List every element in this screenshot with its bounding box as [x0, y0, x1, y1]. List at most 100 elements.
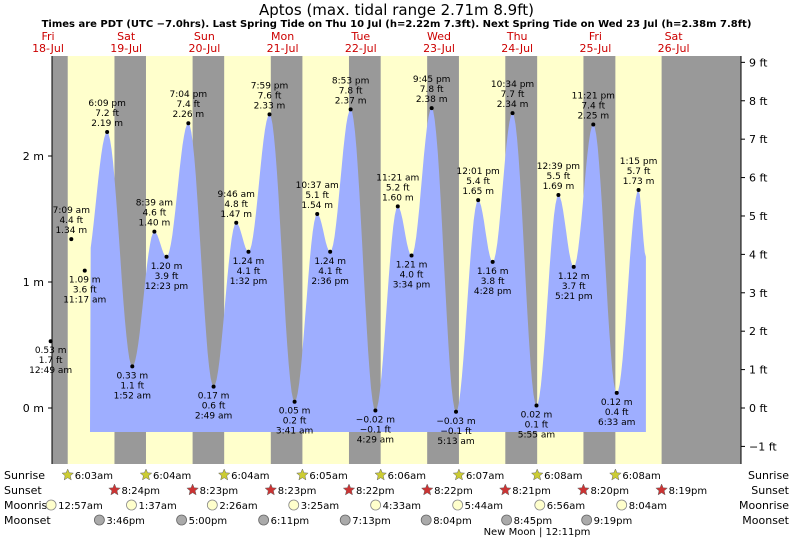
sunset-time: 8:22pm [434, 486, 473, 497]
sunrise-time: 6:04am [153, 471, 191, 482]
moonset-time: 5:00pm [189, 516, 228, 527]
sunrise-time: 6:03am [75, 471, 113, 482]
moonrise-icon [370, 499, 382, 511]
moonset-icon [176, 514, 187, 526]
tide-point [429, 106, 434, 111]
sunrise-star-icon [530, 468, 544, 481]
tide-label: 5.4 ft [466, 177, 490, 187]
tide-label: 1.1 ft [120, 381, 144, 391]
tide-label: 3:34 pm [393, 281, 431, 291]
tide-label: 0.02 m [521, 410, 553, 420]
row-label-left: Moonrise [4, 499, 54, 512]
y-right-tick-label: 9 ft [749, 56, 768, 69]
moonrise-icon [126, 499, 137, 511]
y-left-tick-label: 0 m [23, 402, 44, 415]
y-right-tick-label: 4 ft [749, 248, 768, 261]
tide-label: 1.09 m [69, 276, 101, 286]
y-right-tick-label: 0 ft [749, 402, 768, 415]
day-header-dow: Sat [665, 30, 684, 43]
tide-label: 12:01 pm [457, 167, 500, 177]
tide-label: 7.8 ft [339, 86, 363, 96]
moonrise-time: 6:56am [547, 501, 585, 512]
tide-label: 4.1 ft [237, 267, 261, 277]
tide-label: 11:21 pm [572, 92, 615, 102]
chart-title: Aptos (max. tidal range 2.71m 8.9ft) [259, 1, 534, 19]
tide-label: 2.19 m [91, 119, 123, 129]
tide-point [246, 249, 251, 254]
day-header-date: 20-Jul [188, 42, 220, 55]
tide-label: 1.12 m [558, 272, 590, 282]
row-label-left: Moonset [4, 514, 51, 527]
tide-label: 0.05 m [279, 407, 311, 417]
tide-point [130, 364, 135, 369]
moonrise-time: 4:33am [383, 501, 421, 512]
tide-point [476, 198, 481, 203]
tide-label: 0.6 ft [202, 402, 226, 412]
moonset-time: 8:45pm [514, 516, 553, 527]
moonset-icon [339, 514, 351, 526]
day-header-dow: Sun [194, 30, 215, 43]
sunset-star-icon [498, 483, 512, 496]
sun-moon-rows: Sunrise Sunrise Sunset Sunset Moonrise Moonri… [4, 468, 790, 538]
moonrise-time: 3:25am [301, 501, 339, 512]
tide-label: 1.21 m [396, 261, 428, 271]
tide-label: 2:36 pm [311, 277, 349, 287]
moonrise-time: 12:57am [58, 501, 103, 512]
row-label-left: Sunrise [4, 469, 45, 482]
y-right-tick-label: 2 ft [749, 325, 768, 338]
tide-label: 2.26 m [173, 110, 205, 120]
tide-label: 1.69 m [543, 182, 575, 192]
tide-label: 3.7 ft [562, 282, 586, 292]
tide-point [490, 259, 495, 264]
moonset-icon [581, 514, 593, 526]
tide-point [82, 268, 87, 273]
tide-point [348, 107, 353, 112]
tide-label: 8:53 pm [332, 76, 370, 86]
y-right-tick-label: 8 ft [749, 95, 768, 108]
tide-point [292, 399, 297, 404]
tide-point [409, 253, 414, 258]
tide-label: 1:15 pm [620, 157, 658, 167]
y-right-tick-label: 6 ft [749, 172, 768, 185]
tide-point [556, 193, 561, 198]
y-right-tick-label: 3 ft [749, 287, 768, 300]
tide-point [591, 122, 596, 127]
day-headers: Fri18-JulSat19-JulSun20-JulMon21-JulTue2… [32, 30, 689, 55]
moonrise-time: 1:37am [138, 501, 176, 512]
moonset-icon [258, 514, 270, 526]
row-label-right: Moonrise [739, 499, 789, 512]
tide-label: 0.33 m [116, 371, 148, 381]
row-label-right: Sunset [751, 484, 789, 497]
moonrise-icon [288, 499, 300, 511]
tide-label: 1.34 m [55, 226, 87, 236]
sunset-time: 8:23pm [278, 486, 317, 497]
tide-label: 6:33 am [598, 418, 635, 428]
day-header-date: 23-Jul [423, 42, 455, 55]
day-header-date: 25-Jul [579, 42, 611, 55]
tide-label: 7.7 ft [501, 90, 525, 100]
tide-label: 1.65 m [462, 187, 494, 197]
tide-label: 7:04 pm [170, 90, 208, 100]
tide-label: 1.54 m [301, 201, 333, 211]
tide-label: 7.4 ft [581, 102, 605, 112]
tide-label: 1.60 m [382, 193, 414, 203]
day-header-date: 18-Jul [32, 42, 64, 55]
tide-label: 2.37 m [335, 96, 367, 106]
tide-label: 4.8 ft [224, 200, 248, 210]
day-header-date: 19-Jul [110, 42, 142, 55]
moonrise-icon [206, 499, 218, 511]
tide-point [186, 121, 191, 126]
tide-label: 0.53 m [35, 346, 67, 356]
tide-point [69, 237, 74, 242]
tide-label: 3:41 am [276, 427, 313, 437]
day-header-date: 26-Jul [658, 42, 690, 55]
tide-label: 4:28 pm [474, 287, 512, 297]
row-label-right: Sunrise [748, 469, 789, 482]
sunrise-star-icon [609, 468, 622, 481]
tide-label: 7.2 ft [95, 109, 119, 119]
tide-point [234, 220, 239, 225]
tide-label: 2:49 am [195, 412, 232, 422]
day-header-date: 21-Jul [267, 42, 299, 55]
tide-point [534, 403, 539, 408]
tide-point [328, 249, 333, 254]
